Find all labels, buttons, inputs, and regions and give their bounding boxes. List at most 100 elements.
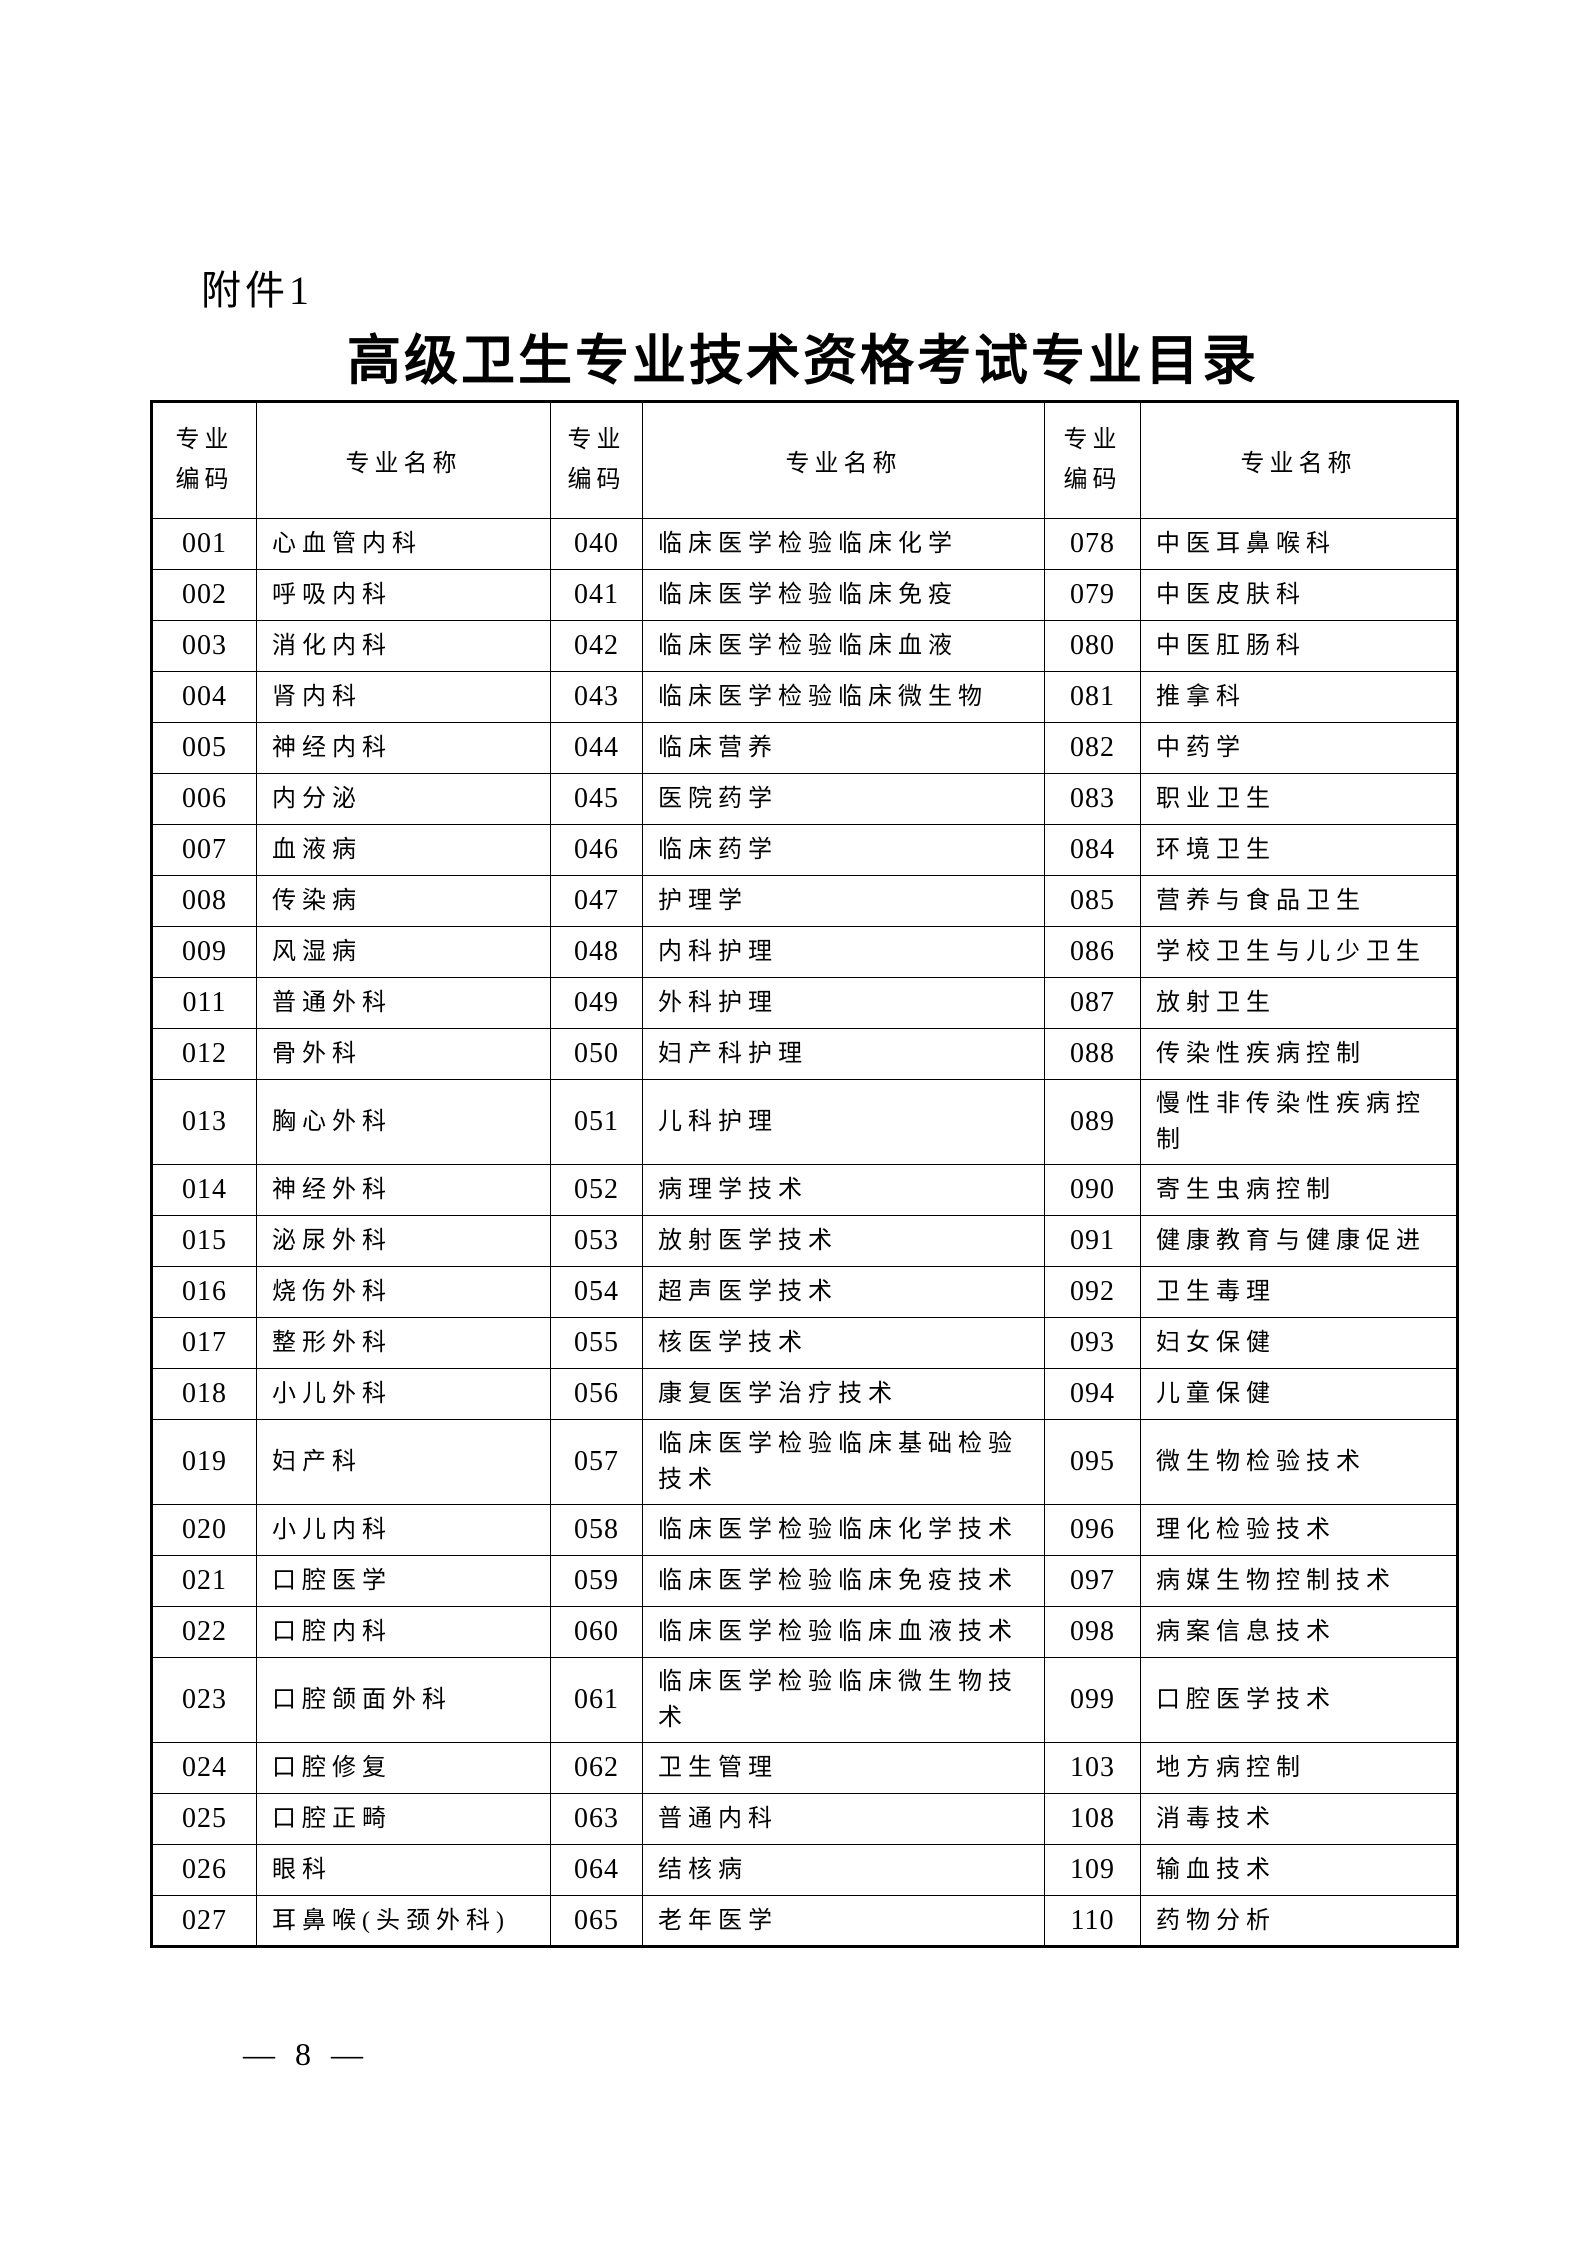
specialty-name-cell: 中医肛肠科 (1140, 620, 1458, 672)
specialty-name-cell: 放射医学技术 (642, 1215, 1045, 1267)
specialty-name-cell: 传染性疾病控制 (1140, 1028, 1458, 1080)
specialty-code-cell: 020 (151, 1504, 257, 1556)
specialty-code-cell: 002 (151, 569, 257, 621)
specialty-name-cell: 临床营养 (642, 722, 1045, 774)
specialty-code-cell: 057 (550, 1419, 643, 1505)
specialty-name-cell: 推拿科 (1140, 671, 1458, 723)
specialty-code-cell: 049 (550, 977, 643, 1029)
specialty-name-cell: 地方病控制 (1140, 1742, 1458, 1794)
specialty-name-cell: 中医皮肤科 (1140, 569, 1458, 621)
table-row: 022 口腔内科 060 临床医学检验临床血液技术 098 病案信息技术 (151, 1606, 1458, 1658)
specialty-code-cell: 006 (151, 773, 257, 825)
code-header-label: 专业编码 (567, 426, 626, 493)
specialty-code-cell: 089 (1044, 1079, 1141, 1165)
specialty-name-cell: 护理学 (642, 875, 1045, 927)
specialty-name-cell: 口腔医学 (256, 1555, 551, 1607)
specialty-code-cell: 094 (1044, 1368, 1141, 1420)
table-body: 001 心血管内科 040 临床医学检验临床化学 078 中医耳鼻喉科 002 呼吸内科 041… (151, 518, 1458, 1947)
page-title: 高级卫生专业技术资格考试专业目录 (347, 331, 1259, 391)
specialty-code-cell: 003 (151, 620, 257, 672)
specialty-name-cell: 口腔颌面外科 (256, 1657, 551, 1743)
specialty-name-cell: 泌尿外科 (256, 1215, 551, 1267)
header-cell-code-2: 专业编码 (550, 401, 643, 519)
specialty-name-cell: 药物分析 (1140, 1895, 1458, 1947)
header-cell-code-1: 专业编码 (151, 401, 257, 519)
specialty-name-cell: 呼吸内科 (256, 569, 551, 621)
specialty-name-cell: 血液病 (256, 824, 551, 876)
specialty-code-cell: 110 (1044, 1895, 1141, 1947)
name-header-label: 专业名称 (1240, 451, 1357, 477)
specialty-name-cell: 放射卫生 (1140, 977, 1458, 1029)
specialty-name-cell: 传染病 (256, 875, 551, 927)
table-row: 004 肾内科 043 临床医学检验临床微生物 081 推拿科 (151, 671, 1458, 723)
table-header-row: 专业编码 专业名称 专业编码 专业名称 专业编码 专业名称 (151, 401, 1458, 519)
specialty-code-cell: 098 (1044, 1606, 1141, 1658)
specialty-name-cell: 病案信息技术 (1140, 1606, 1458, 1658)
specialty-name-cell: 卫生毒理 (1140, 1266, 1458, 1318)
code-header-label: 专业编码 (175, 426, 234, 493)
specialty-code-cell: 027 (151, 1895, 257, 1947)
specialty-name-cell: 医院药学 (642, 773, 1045, 825)
specialty-code-cell: 048 (550, 926, 643, 978)
specialty-name-cell: 健康教育与健康促进 (1140, 1215, 1458, 1267)
table-row: 008 传染病 047 护理学 085 营养与食品卫生 (151, 875, 1458, 927)
specialty-name-cell: 临床医学检验临床微生物技术 (642, 1657, 1045, 1743)
specialty-name-cell: 中药学 (1140, 722, 1458, 774)
specialty-code-cell: 023 (151, 1657, 257, 1743)
specialty-name-cell: 内分泌 (256, 773, 551, 825)
specialty-code-cell: 041 (550, 569, 643, 621)
specialty-name-cell: 神经内科 (256, 722, 551, 774)
header-cell-name-2: 专业名称 (642, 401, 1045, 519)
specialty-name-cell: 消毒技术 (1140, 1793, 1458, 1845)
specialty-code-cell: 042 (550, 620, 643, 672)
name-header-label: 专业名称 (345, 451, 462, 477)
table-row: 017 整形外科 055 核医学技术 093 妇女保健 (151, 1317, 1458, 1369)
specialty-name-cell: 理化检验技术 (1140, 1504, 1458, 1556)
specialty-code-cell: 060 (550, 1606, 643, 1658)
specialty-code-cell: 062 (550, 1742, 643, 1794)
specialty-name-cell: 输血技术 (1140, 1844, 1458, 1896)
specialty-code-cell: 007 (151, 824, 257, 876)
table-row: 025 口腔正畸 063 普通内科 108 消毒技术 (151, 1793, 1458, 1845)
specialty-code-cell: 055 (550, 1317, 643, 1369)
specialty-name-cell: 口腔正畸 (256, 1793, 551, 1845)
specialty-name-cell: 口腔医学技术 (1140, 1657, 1458, 1743)
table-row: 019 妇产科 057 临床医学检验临床基础检验技术 095 微生物检验技术 (151, 1419, 1458, 1505)
specialty-name-cell: 普通外科 (256, 977, 551, 1029)
table-row: 024 口腔修复 062 卫生管理 103 地方病控制 (151, 1742, 1458, 1794)
specialty-code-cell: 095 (1044, 1419, 1141, 1505)
specialty-code-cell: 014 (151, 1164, 257, 1216)
specialty-name-cell: 环境卫生 (1140, 824, 1458, 876)
specialty-name-cell: 卫生管理 (642, 1742, 1045, 1794)
specialty-code-cell: 011 (151, 977, 257, 1029)
specialty-name-cell: 临床医学检验临床血液技术 (642, 1606, 1045, 1658)
specialty-name-cell: 临床医学检验临床微生物 (642, 671, 1045, 723)
specialty-code-cell: 103 (1044, 1742, 1141, 1794)
specialty-code-cell: 017 (151, 1317, 257, 1369)
specialty-code-cell: 044 (550, 722, 643, 774)
specialty-code-cell: 087 (1044, 977, 1141, 1029)
table-row: 006 内分泌 045 医院药学 083 职业卫生 (151, 773, 1458, 825)
specialty-code-cell: 058 (550, 1504, 643, 1556)
specialty-name-cell: 妇女保健 (1140, 1317, 1458, 1369)
specialty-name-cell: 结核病 (642, 1844, 1045, 1896)
code-header-label: 专业编码 (1063, 426, 1122, 493)
specialty-name-cell: 老年医学 (642, 1895, 1045, 1947)
specialty-name-cell: 儿童保健 (1140, 1368, 1458, 1420)
specialty-code-cell: 046 (550, 824, 643, 876)
specialty-code-cell: 018 (151, 1368, 257, 1420)
specialty-code-cell: 064 (550, 1844, 643, 1896)
specialty-code-cell: 085 (1044, 875, 1141, 927)
specialty-name-cell: 神经外科 (256, 1164, 551, 1216)
specialty-name-cell: 慢性非传染性疾病控制 (1140, 1079, 1458, 1165)
table-row: 023 口腔颌面外科 061 临床医学检验临床微生物技术 099 口腔医学技术 (151, 1657, 1458, 1743)
specialty-name-cell: 病理学技术 (642, 1164, 1045, 1216)
specialty-name-cell: 小儿外科 (256, 1368, 551, 1420)
specialty-name-cell: 中医耳鼻喉科 (1140, 518, 1458, 570)
specialty-code-cell: 078 (1044, 518, 1141, 570)
specialty-code-cell: 015 (151, 1215, 257, 1267)
specialty-name-cell: 临床医学检验临床血液 (642, 620, 1045, 672)
specialty-name-cell: 寄生虫病控制 (1140, 1164, 1458, 1216)
specialty-code-cell: 080 (1044, 620, 1141, 672)
table-row: 015 泌尿外科 053 放射医学技术 091 健康教育与健康促进 (151, 1215, 1458, 1267)
